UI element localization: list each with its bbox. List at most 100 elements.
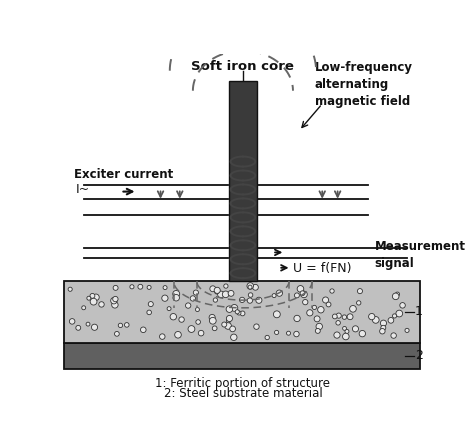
Circle shape [248, 293, 253, 297]
Circle shape [235, 310, 239, 314]
Circle shape [405, 328, 409, 332]
Circle shape [350, 306, 356, 312]
Circle shape [185, 303, 191, 308]
Circle shape [110, 297, 117, 304]
Circle shape [160, 334, 165, 339]
Circle shape [210, 286, 216, 292]
Circle shape [373, 317, 379, 323]
Text: U = f(FN): U = f(FN) [293, 263, 352, 276]
Circle shape [224, 284, 228, 288]
Circle shape [247, 298, 253, 303]
Circle shape [118, 323, 123, 327]
Circle shape [253, 284, 258, 290]
Text: Measurement
signal: Measurement signal [374, 240, 465, 270]
Circle shape [147, 310, 152, 314]
Circle shape [209, 314, 215, 320]
Circle shape [167, 307, 171, 310]
Circle shape [326, 302, 331, 307]
Circle shape [380, 328, 385, 334]
Circle shape [179, 317, 184, 322]
Circle shape [273, 311, 280, 318]
Circle shape [69, 319, 75, 324]
Circle shape [188, 326, 195, 332]
Circle shape [400, 302, 405, 308]
Circle shape [215, 290, 219, 294]
Circle shape [294, 293, 300, 298]
Circle shape [195, 307, 200, 311]
Circle shape [76, 325, 81, 330]
Circle shape [294, 332, 299, 337]
Circle shape [347, 314, 353, 320]
Circle shape [274, 330, 279, 335]
Circle shape [307, 310, 313, 316]
Circle shape [380, 320, 386, 326]
Circle shape [193, 290, 199, 295]
Circle shape [93, 294, 99, 301]
Circle shape [248, 285, 252, 289]
Circle shape [228, 290, 234, 296]
Circle shape [231, 305, 238, 311]
Circle shape [125, 323, 129, 327]
Circle shape [226, 306, 233, 312]
Circle shape [256, 297, 262, 303]
Circle shape [210, 317, 216, 324]
Text: Soft iron core: Soft iron core [191, 60, 294, 73]
Circle shape [240, 311, 245, 316]
Circle shape [68, 287, 72, 291]
Circle shape [222, 322, 227, 327]
Circle shape [302, 299, 308, 305]
Text: 2: Steel substrate material: 2: Steel substrate material [164, 387, 322, 400]
Circle shape [113, 297, 118, 302]
Circle shape [314, 316, 320, 322]
Circle shape [225, 323, 231, 329]
Circle shape [86, 322, 90, 326]
Circle shape [356, 301, 361, 305]
Circle shape [163, 285, 167, 289]
Bar [229, 81, 257, 281]
Circle shape [396, 310, 402, 317]
Circle shape [334, 332, 340, 338]
Circle shape [316, 323, 322, 330]
Circle shape [214, 287, 220, 293]
Circle shape [294, 315, 300, 322]
Circle shape [138, 284, 143, 289]
Circle shape [343, 333, 349, 340]
Circle shape [198, 330, 204, 336]
Circle shape [312, 306, 317, 310]
Circle shape [147, 285, 151, 289]
Text: 1: Ferritic portion of structure: 1: Ferritic portion of structure [155, 377, 330, 390]
Circle shape [388, 318, 394, 323]
Circle shape [332, 314, 337, 319]
Circle shape [369, 314, 375, 320]
Circle shape [392, 293, 399, 300]
Circle shape [162, 295, 168, 302]
Bar [64, 281, 420, 343]
Circle shape [90, 298, 97, 305]
Circle shape [230, 326, 236, 332]
Circle shape [342, 315, 346, 319]
Circle shape [239, 297, 245, 302]
Circle shape [222, 291, 229, 297]
Circle shape [212, 326, 217, 331]
Circle shape [90, 293, 95, 298]
Circle shape [115, 332, 119, 336]
Circle shape [323, 297, 328, 302]
Bar [64, 343, 420, 370]
Circle shape [381, 325, 386, 330]
Circle shape [297, 285, 304, 292]
Circle shape [87, 296, 91, 300]
Circle shape [322, 297, 328, 303]
Circle shape [343, 327, 346, 330]
Circle shape [345, 329, 349, 333]
Circle shape [227, 319, 231, 323]
Circle shape [357, 289, 363, 294]
Circle shape [315, 328, 320, 333]
Circle shape [140, 327, 146, 332]
Circle shape [218, 291, 224, 298]
Circle shape [352, 326, 358, 332]
Circle shape [173, 290, 180, 297]
Circle shape [392, 314, 397, 318]
Circle shape [272, 293, 276, 297]
Circle shape [300, 291, 305, 296]
Circle shape [230, 334, 237, 340]
